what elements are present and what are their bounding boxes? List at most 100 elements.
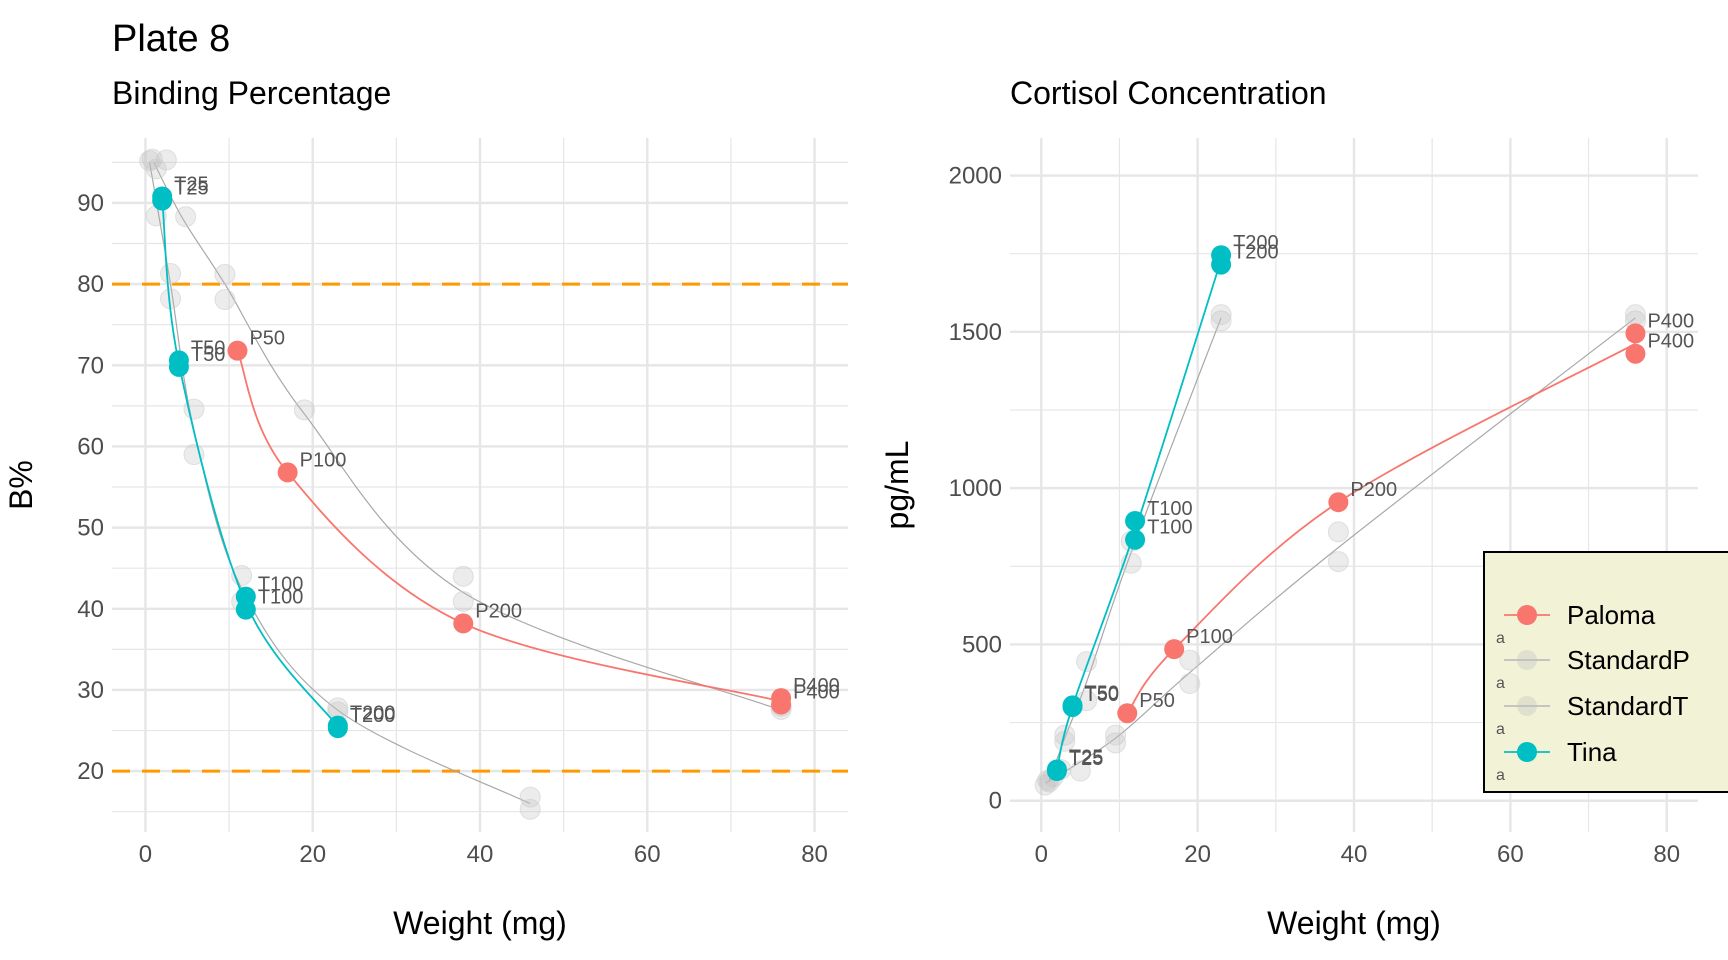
legend-label: StandardP (1567, 645, 1690, 675)
standard-point (519, 798, 541, 820)
paloma-point (1328, 492, 1349, 513)
cortisol-panel: 0 20 40 60 80 0 500 1000 1500 2000 Weight (mg) pg/m… (879, 138, 1698, 941)
major-grid (112, 138, 848, 832)
point-label: T25 (174, 173, 208, 195)
paloma-point (227, 340, 248, 361)
y-tick-label: 0 (989, 788, 1002, 815)
legend-key-point (1517, 605, 1537, 625)
x-tick-label: 80 (1653, 841, 1680, 868)
standard-curve (1044, 317, 1636, 785)
tina-point (152, 190, 173, 211)
legend-key-point (1517, 650, 1537, 670)
legend-label: StandardT (1567, 691, 1689, 721)
standard-point (1210, 310, 1232, 332)
standard-point (519, 786, 541, 808)
standard-curve (1048, 317, 1222, 781)
standard-point (214, 263, 236, 285)
point-label: P100 (1186, 626, 1233, 648)
point-label: T25 (174, 178, 208, 200)
tina-curve (161, 198, 339, 728)
y-tick-label: 60 (77, 433, 104, 460)
point-label: P50 (1139, 690, 1175, 712)
tina-point (1062, 696, 1083, 717)
tina-point (168, 356, 189, 377)
standard-point (1076, 651, 1098, 673)
x-tick-label: 80 (801, 841, 828, 868)
tina-point (1046, 761, 1067, 782)
point-label: P400 (1647, 310, 1694, 332)
point-label: T50 (191, 337, 225, 359)
point-label: P400 (793, 682, 840, 704)
standard-point (1105, 724, 1127, 746)
paloma-point (1117, 703, 1138, 724)
x-tick-label: 40 (1341, 841, 1368, 868)
standard-point (1179, 649, 1201, 671)
y-tick-label: 40 (77, 596, 104, 623)
point-label: T50 (1085, 684, 1119, 706)
point-label: P200 (475, 600, 522, 622)
tina-point (1125, 510, 1146, 531)
y-tick-label: 70 (77, 352, 104, 379)
standard-point (1327, 521, 1349, 543)
x-axis-label: Weight (mg) (1267, 905, 1441, 941)
paloma-point (1625, 343, 1646, 364)
point-label: P100 (300, 449, 347, 471)
paloma-point (1164, 639, 1185, 660)
paloma-point (771, 694, 792, 715)
x-tick-label: 0 (139, 841, 152, 868)
legend-key-glyph: a (1496, 767, 1505, 784)
x-tick-label: 40 (467, 841, 494, 868)
point-label: T200 (1233, 232, 1279, 254)
standard-point (214, 289, 236, 311)
tina-curve (1056, 259, 1222, 771)
y-axis-label: B% (3, 460, 39, 510)
legend: Paloma a StandardP a StandardT a Tina a (1483, 551, 1728, 793)
tina-point (235, 599, 256, 620)
point-label: T100 (258, 574, 304, 596)
point-label: T25 (1069, 746, 1103, 768)
standard-point (1069, 760, 1091, 782)
legend-key-point (1517, 696, 1537, 716)
x-tick-label: 60 (634, 841, 661, 868)
y-tick-label: 20 (77, 758, 104, 785)
x-tick-label: 60 (1497, 841, 1524, 868)
point-label: T200 (350, 703, 396, 725)
paloma-point (1625, 323, 1646, 344)
point-label: T200 (350, 705, 396, 727)
point-label: T100 (1147, 498, 1193, 520)
paloma-curve (236, 350, 782, 703)
y-tick-label: 50 (77, 515, 104, 542)
legend-label: Paloma (1567, 600, 1656, 630)
point-label: P50 (249, 328, 285, 350)
standard-point (139, 150, 161, 172)
point-label: T50 (1085, 682, 1119, 704)
standard-point (1327, 551, 1349, 573)
x-tick-label: 20 (1184, 841, 1211, 868)
standard-point (293, 399, 315, 421)
legend-key-glyph: a (1496, 630, 1505, 647)
left-subtitle: Binding Percentage (112, 75, 391, 111)
y-tick-label: 2000 (949, 163, 1002, 190)
standard-point (1624, 304, 1646, 326)
tina-point (1211, 254, 1232, 275)
tina-point (327, 718, 348, 739)
y-tick-label: 90 (77, 190, 104, 217)
y-tick-label: 80 (77, 271, 104, 298)
x-tick-label: 20 (299, 841, 326, 868)
y-tick-label: 30 (77, 677, 104, 704)
standard-point (452, 590, 474, 612)
legend-key-glyph: a (1496, 675, 1505, 692)
paloma-point (277, 462, 298, 483)
point-label: P400 (793, 675, 840, 697)
standard-point (160, 263, 182, 285)
standard-point (452, 565, 474, 587)
right-subtitle: Cortisol Concentration (1010, 75, 1327, 111)
standard-point (145, 158, 167, 180)
point-label: T100 (258, 587, 304, 609)
x-axis-label: Weight (mg) (393, 905, 567, 941)
